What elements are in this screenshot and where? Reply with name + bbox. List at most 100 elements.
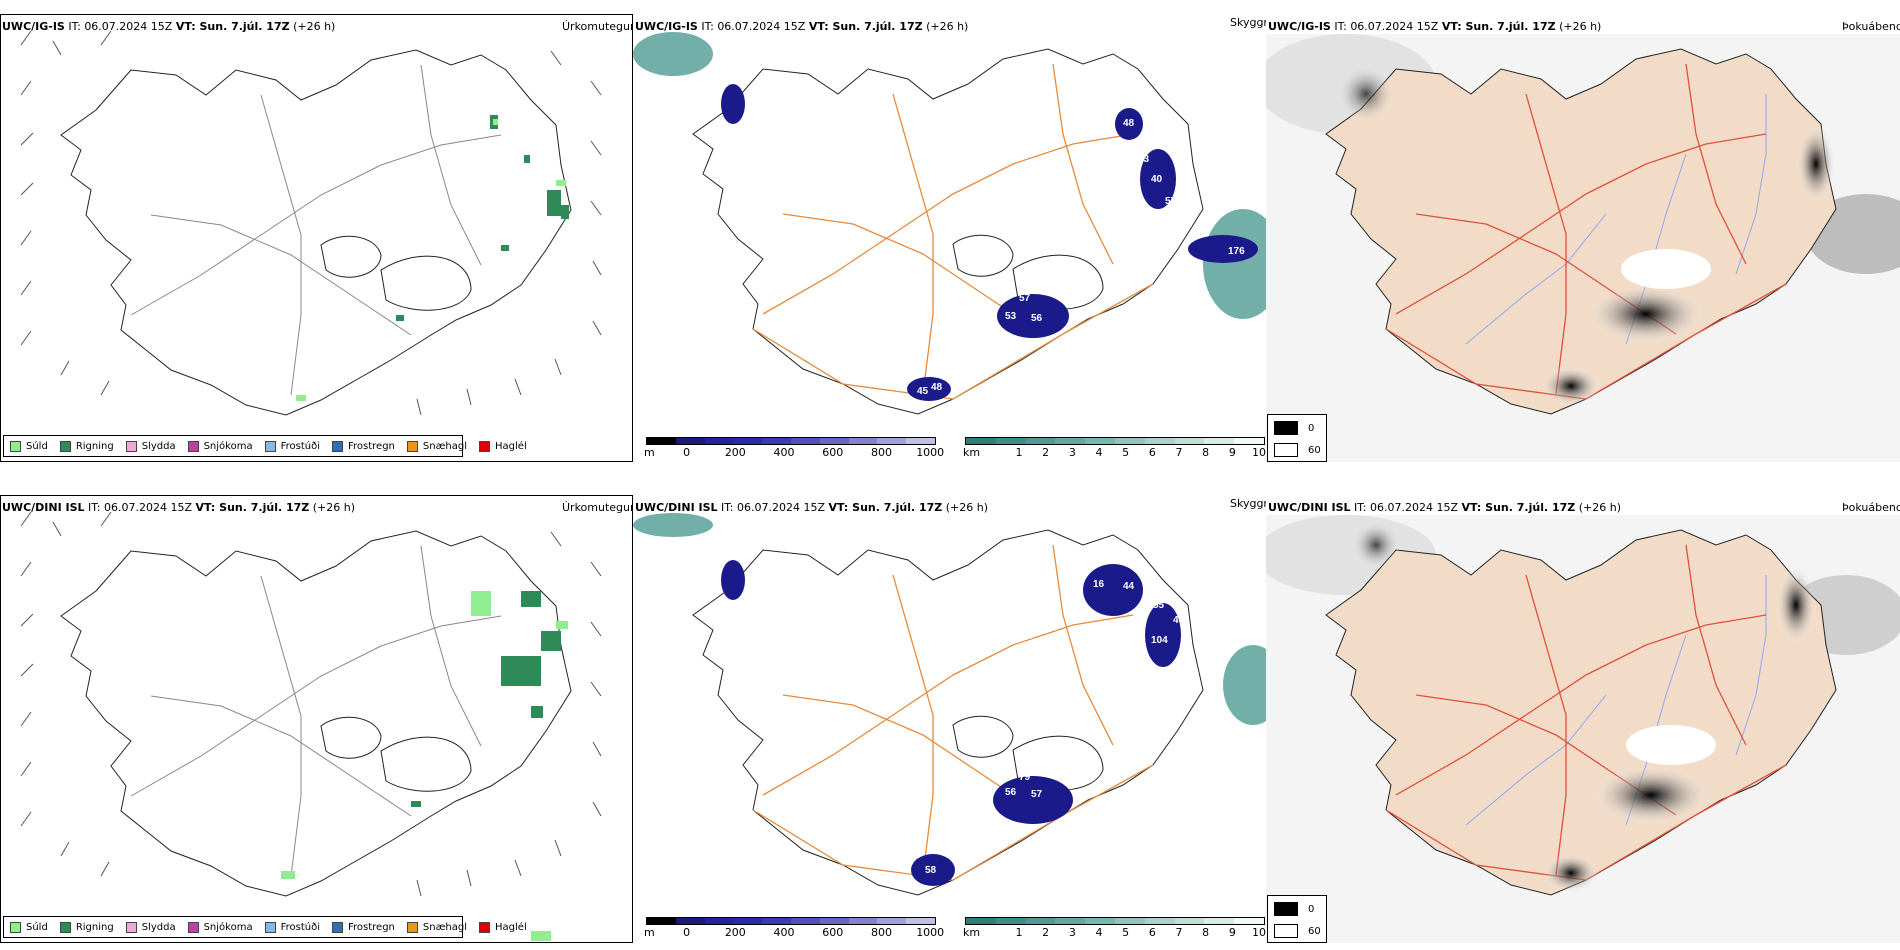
scale-tick-label: 7	[1175, 926, 1183, 939]
fog-legend-value: 60	[1308, 444, 1321, 456]
scale-tick-label: 9	[1228, 926, 1236, 939]
fog-legend-value: 0	[1308, 903, 1315, 915]
scale-tick-label: 600	[822, 446, 844, 459]
iceland-map-fog-row1	[1266, 34, 1900, 462]
visibility-value-label: 56	[1005, 787, 1017, 798]
scale-tick-label: 200	[724, 446, 746, 459]
scale-segment	[995, 438, 1026, 444]
scale-tick-label: 0	[683, 926, 691, 939]
fog-legend-item: 0	[1274, 421, 1314, 435]
scale-tick-label: 200	[724, 926, 746, 939]
legend-swatch	[406, 921, 418, 933]
iceland-map-precip-row2	[20, 511, 602, 941]
legend-label: Frostregn	[348, 921, 395, 933]
fog-legend-row1: 0 60	[1267, 414, 1327, 462]
scale-tick-label: 3	[1068, 926, 1076, 939]
scale-segment	[906, 438, 935, 444]
height-scale-row2: m 0 200 400 600 800 1000	[644, 917, 944, 941]
legend-label: Snæhagl	[422, 440, 468, 452]
legend-swatch	[479, 440, 491, 452]
scale-segment	[966, 438, 996, 444]
scale-segment	[1114, 918, 1145, 924]
scale-colorbar	[965, 917, 1265, 925]
rain-areas	[411, 591, 561, 807]
scale-unit: km	[963, 926, 981, 939]
legend-item: Slydda	[125, 440, 176, 452]
scale-tick-label: 1000	[916, 926, 945, 939]
scale-ticks: 1 2 3 4 5 6 7 8 9 10	[965, 445, 1267, 459]
legend-label: Rigning	[75, 921, 114, 933]
legend-swatch	[125, 440, 137, 452]
header-row1-vis: UWC/IG-IS IT: 06.07.2024 15Z VT: Sun. 7.…	[635, 20, 969, 33]
scale-segment	[790, 918, 820, 924]
iceland-map-visibility-row2: 16 44 55 49 104 79 90 56 57 58	[633, 513, 1266, 896]
scale-segment	[762, 918, 791, 924]
iceland-map-fog-row2	[1266, 515, 1900, 943]
scale-segment	[1085, 438, 1115, 444]
scale-tick-label: 6	[1148, 926, 1156, 939]
visibility-value-label: 16	[1093, 579, 1105, 590]
scale-segment	[1025, 918, 1056, 924]
precip-title-row2: Úrkomutegund	[562, 501, 644, 514]
visibility-value-label: 45	[917, 386, 929, 397]
scale-segment	[1234, 918, 1264, 924]
legend-label: Súld	[26, 440, 48, 452]
scale-segment	[1055, 918, 1086, 924]
legend-swatch	[10, 440, 21, 452]
scale-segment	[877, 438, 907, 444]
legend-swatch	[187, 440, 199, 452]
scale-segment	[1144, 918, 1175, 924]
legend-swatch	[332, 921, 343, 933]
scale-segment	[819, 918, 849, 924]
precip-type-panel-row1: Súld Rigning Slydda Snjókoma Frostúði Frostre…	[0, 14, 633, 462]
precip-legend-row2: Súld Rigning Slydda Snjókoma Frostúði Frostre…	[3, 916, 527, 938]
precip-title-row1: Úrkomutegund	[562, 20, 644, 33]
scale-tick-label: 7	[1175, 446, 1183, 459]
scale-tick-label: 10	[1252, 926, 1266, 939]
scale-segment	[790, 438, 820, 444]
scale-ticks: 0 200 400 600 800 1000	[646, 925, 944, 939]
visibility-value-label: 57	[1165, 196, 1177, 207]
fog-legend-row2: 0 60	[1267, 895, 1327, 943]
scale-tick-label: 8	[1202, 926, 1210, 939]
visibility-panel-row2: 16 44 55 49 104 79 90 56 57 58	[633, 495, 1266, 943]
scale-tick-label: 400	[773, 446, 795, 459]
legend-label: Rigning	[75, 440, 114, 452]
fog-legend-value: 0	[1308, 422, 1315, 434]
scale-tick-label: 3	[1068, 446, 1076, 459]
scale-segment	[1204, 918, 1235, 924]
scale-segment	[704, 918, 734, 924]
legend-item: Haglél	[479, 440, 527, 452]
precip-legend-row1: Súld Rigning Slydda Snjókoma Frostúði Frostre…	[3, 435, 527, 457]
fog-hotspots	[1351, 520, 1816, 893]
fog-panel-row2: 0 60	[1266, 495, 1900, 943]
visibility-value-label: 48	[931, 382, 943, 393]
scale-colorbar	[646, 917, 936, 925]
visibility-value-label: 53	[1138, 154, 1150, 165]
legend-swatch	[406, 440, 418, 452]
fog-legend-item: 60	[1274, 924, 1321, 938]
scale-tick-label: 2	[1042, 446, 1050, 459]
legend-swatch	[59, 440, 71, 452]
header-row2: UWC/DINI ISL IT: 06.07.2024 15Z VT: Sun.…	[2, 501, 356, 514]
visibility-value-label: 79	[1019, 772, 1031, 783]
iceland-map-precip-row1	[20, 30, 602, 416]
header-row2-fog: UWC/DINI ISL IT: 06.07.2024 15Z VT: Sun.…	[1268, 501, 1622, 514]
legend-item: Slydda	[125, 921, 176, 933]
legend-swatch	[264, 440, 276, 452]
scale-segment	[1234, 438, 1264, 444]
scale-segment	[733, 438, 763, 444]
precip-type-panel-row2: Súld Rigning Slydda Snjókoma Frostúði Frostre…	[0, 495, 633, 943]
scale-segment	[1025, 438, 1056, 444]
scale-segment	[704, 438, 734, 444]
fog-legend-item: 60	[1274, 443, 1321, 457]
scale-ticks: 1 2 3 4 5 6 7 8 9 10	[965, 925, 1267, 939]
legend-label: Frostúði	[280, 440, 320, 452]
scale-segment	[848, 438, 878, 444]
scale-segment	[762, 438, 791, 444]
visibility-title-row1: Skyggni	[1230, 16, 1274, 29]
visibility-value-label: 90	[1053, 772, 1065, 783]
visibility-value-label: 57	[1019, 293, 1031, 304]
fog-legend-item: 0	[1274, 902, 1314, 916]
